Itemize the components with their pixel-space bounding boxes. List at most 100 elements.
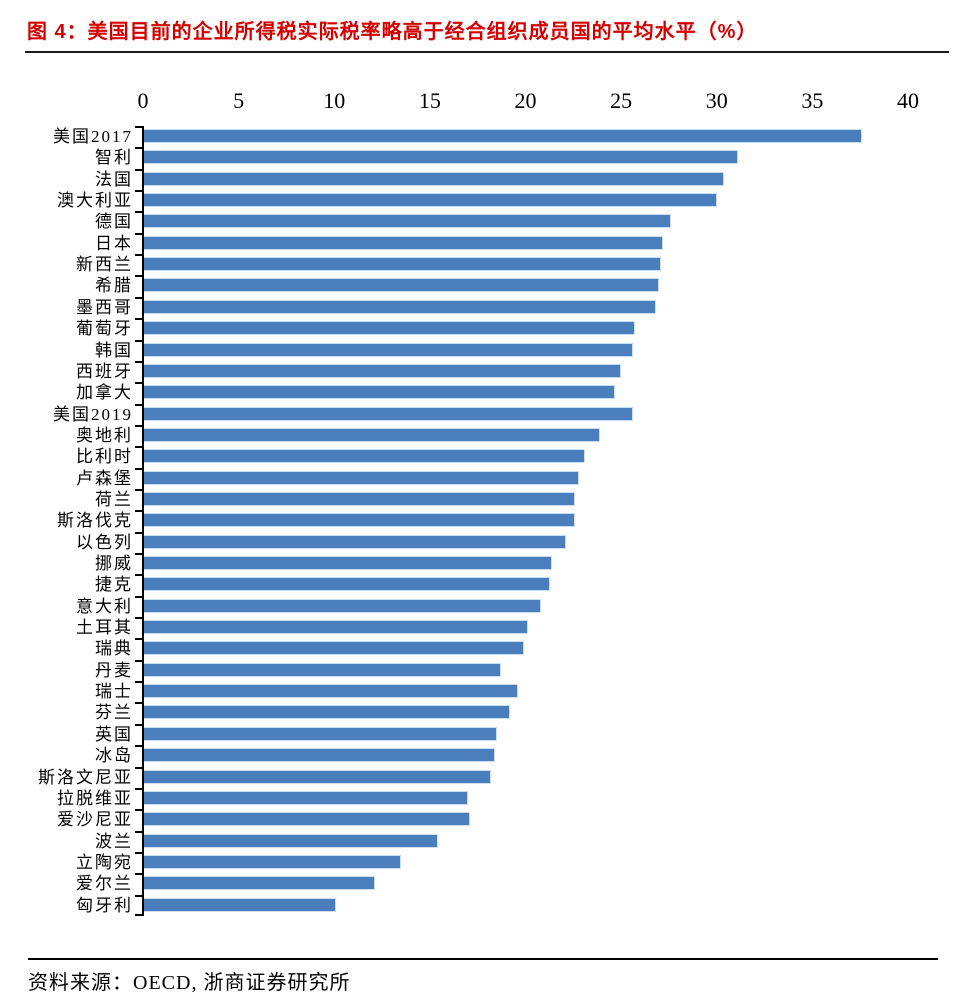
y-axis-tick xyxy=(135,638,142,640)
bar-row: 卢森堡 xyxy=(76,468,909,489)
bar xyxy=(144,897,337,912)
category-label: 奥地利 xyxy=(76,425,133,445)
category-label: 土耳其 xyxy=(76,618,133,638)
y-axis-tick xyxy=(135,404,142,406)
bar-row: 意大利 xyxy=(76,596,909,617)
x-tick-label: 0 xyxy=(137,88,149,113)
bar xyxy=(144,684,518,699)
y-axis-tick xyxy=(135,190,142,192)
bar-row: 斯洛文尼亚 xyxy=(38,767,909,788)
bar xyxy=(144,577,551,592)
bar-row: 瑞典 xyxy=(95,638,909,659)
bar-row: 日本 xyxy=(95,233,909,254)
title-divider xyxy=(25,51,949,53)
y-axis-tick xyxy=(135,297,142,299)
bar xyxy=(144,449,585,464)
category-label: 卢森堡 xyxy=(76,468,133,488)
bar xyxy=(144,705,511,720)
bar xyxy=(144,641,524,656)
bar-row: 智利 xyxy=(95,147,909,168)
bar xyxy=(144,556,553,571)
bar-row: 西班牙 xyxy=(76,361,909,382)
bar xyxy=(144,235,664,250)
bar xyxy=(144,214,671,229)
category-label: 美国2019 xyxy=(53,404,133,424)
bar-row: 比利时 xyxy=(76,446,909,467)
y-axis-tick xyxy=(135,468,142,470)
y-axis-tick xyxy=(135,382,142,384)
x-tick-label: 30 xyxy=(705,88,728,113)
y-axis-tick xyxy=(135,510,142,512)
y-axis-tick xyxy=(135,169,142,171)
bar xyxy=(144,534,566,549)
y-axis-tick xyxy=(135,596,142,598)
category-label: 新西兰 xyxy=(76,255,133,275)
x-tick-label: 10 xyxy=(323,88,346,113)
bar xyxy=(144,342,633,357)
y-axis-tick xyxy=(135,660,142,662)
y-axis-tick xyxy=(135,681,142,683)
bar-row: 希腊 xyxy=(95,275,909,296)
bar-row: 美国2019 xyxy=(53,404,909,425)
category-label: 葡萄牙 xyxy=(76,319,133,339)
category-label: 意大利 xyxy=(76,596,133,616)
bar-row: 墨西哥 xyxy=(76,297,909,318)
y-axis-tick xyxy=(135,831,142,833)
bar-row: 波兰 xyxy=(95,831,909,852)
y-axis-tick xyxy=(135,809,142,811)
y-axis-tick xyxy=(135,489,142,491)
bar xyxy=(144,299,656,314)
bar xyxy=(144,662,501,677)
category-label: 墨西哥 xyxy=(76,297,133,317)
bar xyxy=(144,491,576,506)
bar xyxy=(144,769,492,784)
category-label: 英国 xyxy=(95,724,133,744)
category-label: 韩国 xyxy=(95,340,133,360)
category-label: 日本 xyxy=(95,233,133,253)
y-axis-tick xyxy=(135,126,142,128)
category-label: 挪威 xyxy=(95,554,133,574)
bar-row: 捷克 xyxy=(95,574,909,595)
bar xyxy=(144,406,633,421)
bar-row: 韩国 xyxy=(95,340,909,361)
bar-row: 奥地利 xyxy=(76,425,909,446)
y-axis-tick xyxy=(135,788,142,790)
plot-area: 美国2017 智利 法国 澳大利亚 德国 日本 新西兰 希腊 墨西哥 葡萄牙 韩国 西班牙 加拿大 美国2… xyxy=(38,126,912,916)
bar xyxy=(144,812,471,827)
x-tick-label: 15 xyxy=(418,88,441,113)
bar xyxy=(144,385,616,400)
bar-row: 澳大利亚 xyxy=(57,190,909,211)
y-axis-tick xyxy=(135,873,142,875)
source-divider xyxy=(28,958,938,960)
bar xyxy=(144,620,528,635)
bar xyxy=(144,854,402,869)
bar xyxy=(144,278,660,293)
y-axis-tick xyxy=(135,617,142,619)
bar-row: 丹麦 xyxy=(95,660,909,681)
bar-row: 爱尔兰 xyxy=(76,873,909,894)
bar-row: 匈牙利 xyxy=(76,895,909,916)
bar xyxy=(144,513,576,528)
category-label: 智利 xyxy=(95,148,133,168)
bar xyxy=(144,470,580,485)
bar-row: 法国 xyxy=(95,169,909,190)
category-label: 德国 xyxy=(95,212,133,232)
bar xyxy=(144,876,375,891)
category-label: 芬兰 xyxy=(95,703,133,723)
bar-row: 葡萄牙 xyxy=(76,318,909,339)
bar xyxy=(144,257,662,272)
bar xyxy=(144,427,601,442)
x-tick-label: 35 xyxy=(801,88,824,113)
y-axis-tick xyxy=(135,852,142,854)
bar xyxy=(144,129,863,143)
y-axis-tick xyxy=(135,895,142,897)
category-label: 丹麦 xyxy=(95,660,133,680)
x-tick-label: 25 xyxy=(610,88,633,113)
y-axis-tick xyxy=(135,211,142,213)
category-label: 美国2017 xyxy=(53,127,133,146)
bar xyxy=(144,193,717,208)
category-label: 澳大利亚 xyxy=(57,191,133,211)
y-axis-tick xyxy=(135,254,142,256)
category-label: 冰岛 xyxy=(95,746,133,766)
category-label: 以色列 xyxy=(76,532,133,552)
